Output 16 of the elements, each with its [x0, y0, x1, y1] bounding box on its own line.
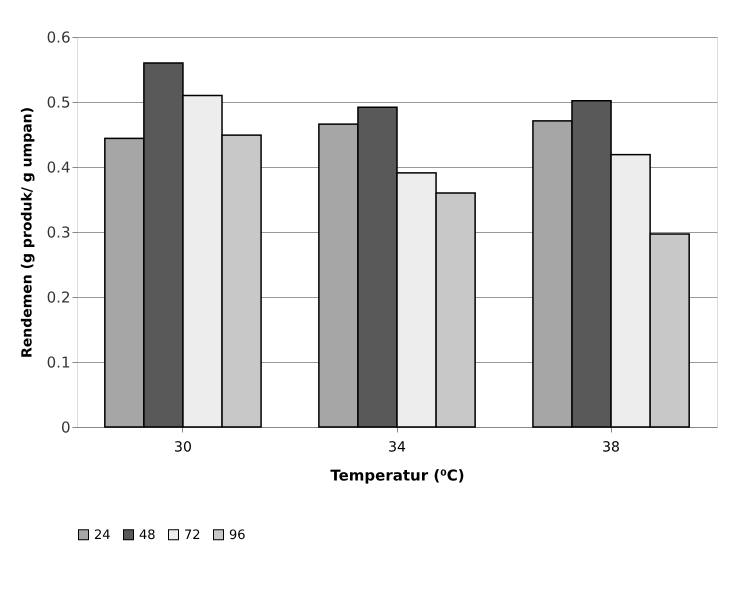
y-tick-label: 0.6	[46, 28, 70, 46]
legend-label: 24	[94, 528, 111, 543]
y-tick-label: 0.1	[46, 354, 70, 372]
x-axis-title: Temperatur (⁰C)	[330, 466, 465, 484]
legend-label: 96	[229, 528, 246, 543]
legend-label: 48	[139, 528, 156, 543]
y-tick-label: 0.5	[46, 94, 70, 112]
x-tick-label: 30	[174, 440, 192, 456]
y-tick-label: 0.3	[46, 224, 70, 242]
legend-label: 72	[184, 528, 201, 543]
y-tick-label: 0.4	[46, 158, 70, 176]
y-axis-title: Rendemen (g produk/ g umpan)	[20, 106, 36, 358]
x-tick-label: 34	[388, 440, 406, 456]
y-tick-label: 0	[60, 418, 70, 436]
y-tick-label: 0.2	[46, 288, 70, 306]
x-tick-label: 38	[602, 440, 620, 456]
